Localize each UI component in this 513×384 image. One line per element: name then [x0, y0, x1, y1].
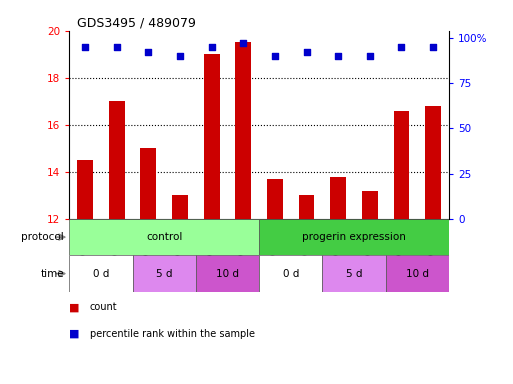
Point	[81, 44, 89, 50]
Text: 10 d: 10 d	[406, 268, 429, 279]
Bar	[386, 255, 449, 292]
Bar	[172, 195, 188, 219]
Text: ■: ■	[69, 302, 80, 312]
Text: GSM255832: GSM255832	[365, 219, 374, 270]
Text: GSM255833: GSM255833	[397, 219, 406, 270]
Point	[429, 44, 437, 50]
Text: percentile rank within the sample: percentile rank within the sample	[90, 329, 255, 339]
Text: 10 d: 10 d	[216, 268, 239, 279]
Bar	[267, 179, 283, 219]
Bar	[322, 255, 386, 292]
Text: GSM255831: GSM255831	[333, 219, 343, 270]
Text: GDS3495 / 489079: GDS3495 / 489079	[77, 17, 196, 30]
Bar	[69, 219, 259, 255]
Text: GSM255809: GSM255809	[207, 219, 216, 270]
Point	[302, 50, 310, 56]
Text: GSM255834: GSM255834	[428, 219, 438, 270]
Bar	[196, 255, 259, 292]
Bar	[299, 195, 314, 219]
Point	[334, 53, 342, 59]
Point	[144, 50, 152, 56]
Text: 5 d: 5 d	[346, 268, 362, 279]
Text: 0 d: 0 d	[283, 268, 299, 279]
Text: time: time	[41, 268, 64, 279]
Point	[271, 53, 279, 59]
Point	[207, 44, 215, 50]
Text: GSM255829: GSM255829	[270, 219, 280, 270]
Bar	[141, 148, 156, 219]
Text: GSM255806: GSM255806	[112, 219, 121, 270]
Point	[113, 44, 121, 50]
Bar	[259, 219, 449, 255]
Bar	[330, 177, 346, 219]
Bar	[393, 111, 409, 219]
Text: GSM255808: GSM255808	[175, 219, 185, 270]
Text: 5 d: 5 d	[156, 268, 172, 279]
Text: progerin expression: progerin expression	[302, 232, 406, 242]
Bar	[132, 255, 196, 292]
Text: GSM255807: GSM255807	[144, 219, 153, 270]
Bar	[77, 160, 93, 219]
Point	[397, 44, 405, 50]
Text: 0 d: 0 d	[93, 268, 109, 279]
Bar	[204, 54, 220, 219]
Bar	[109, 101, 125, 219]
Text: GSM255828: GSM255828	[239, 219, 248, 270]
Text: control: control	[146, 232, 182, 242]
Text: GSM255774: GSM255774	[81, 219, 90, 270]
Point	[366, 53, 374, 59]
Bar	[235, 43, 251, 219]
Bar	[259, 255, 322, 292]
Point	[239, 40, 247, 46]
Point	[176, 53, 184, 59]
Bar	[69, 255, 132, 292]
Text: protocol: protocol	[22, 232, 64, 242]
Bar	[362, 191, 378, 219]
Text: ■: ■	[69, 329, 80, 339]
Text: GSM255830: GSM255830	[302, 219, 311, 270]
Text: count: count	[90, 302, 117, 312]
Bar	[425, 106, 441, 219]
